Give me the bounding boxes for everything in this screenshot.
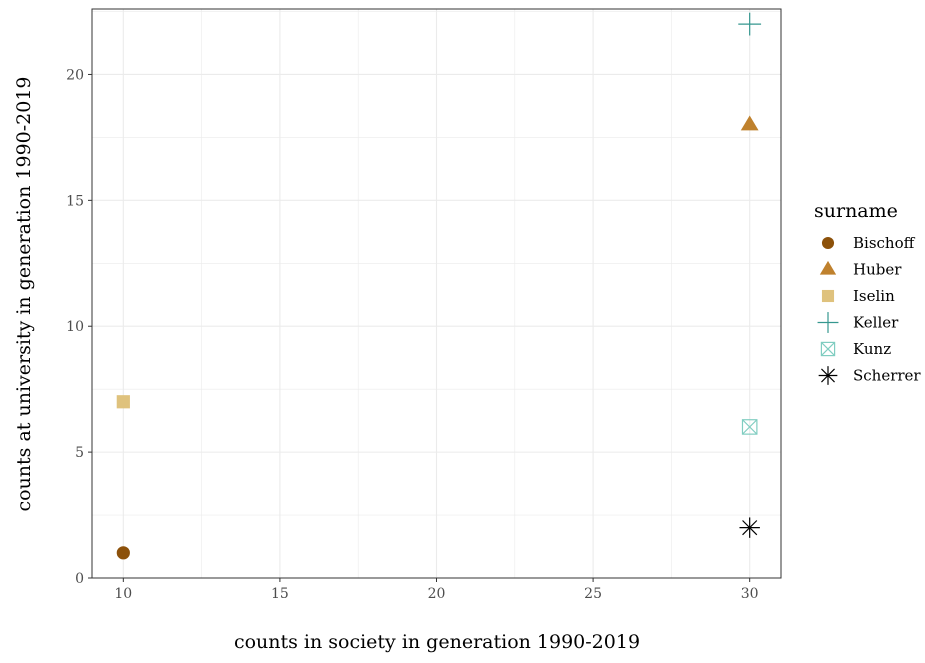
data-point-iselin (116, 395, 130, 409)
legend-label: Scherrer (853, 367, 921, 385)
legend-label: Keller (853, 314, 899, 332)
legend-label: Kunz (853, 340, 891, 358)
x-tick-label: 30 (741, 586, 759, 602)
data-point-scherrer (739, 517, 760, 538)
legend-item-huber: Huber (819, 260, 902, 279)
legend-item-kunz: Kunz (820, 340, 891, 358)
grid-layer (92, 9, 781, 579)
legend-key-iselin (821, 289, 835, 303)
y-tick-label: 20 (66, 67, 84, 83)
point-layer (116, 12, 762, 560)
legend-item-iselin: Iselin (821, 287, 895, 305)
legend-key-keller (817, 312, 839, 333)
y-tick-label: 5 (75, 445, 84, 461)
legend: surname Bischoff Huber Iselin Keller Kunz Sch… (814, 200, 921, 385)
y-axis-title: counts at university in generation 1990-… (13, 76, 35, 511)
y-tick-label: 0 (75, 571, 84, 587)
data-point-keller (738, 12, 762, 36)
y-tick-label: 15 (66, 193, 84, 209)
x-axis-title: counts in society in generation 1990-201… (234, 631, 640, 653)
legend-item-scherrer: Scherrer (818, 366, 921, 385)
legend-key-bischoff (821, 236, 835, 250)
legend-key-scherrer (818, 366, 838, 385)
legend-label: Huber (853, 261, 902, 279)
x-tick-label: 20 (428, 586, 446, 602)
x-tick-label: 10 (114, 586, 132, 602)
data-point-huber (740, 115, 759, 131)
x-tick-label: 25 (584, 586, 602, 602)
x-tick-label: 15 (271, 586, 289, 602)
legend-key-huber (819, 260, 837, 275)
legend-item-keller: Keller (817, 312, 899, 333)
data-point-kunz (741, 419, 758, 435)
legend-key-kunz (820, 341, 836, 357)
legend-label: Bischoff (853, 234, 916, 252)
data-point-bischoff (116, 546, 130, 560)
legend-title: surname (814, 200, 898, 222)
axis-layer: 10 15 20 25 30 0 5 10 15 20 (66, 8, 782, 602)
y-tick-label: 10 (66, 319, 84, 335)
legend-item-bischoff: Bischoff (821, 234, 916, 252)
legend-items: Bischoff Huber Iselin Keller Kunz Scherrer (817, 234, 921, 385)
legend-label: Iselin (853, 287, 895, 305)
